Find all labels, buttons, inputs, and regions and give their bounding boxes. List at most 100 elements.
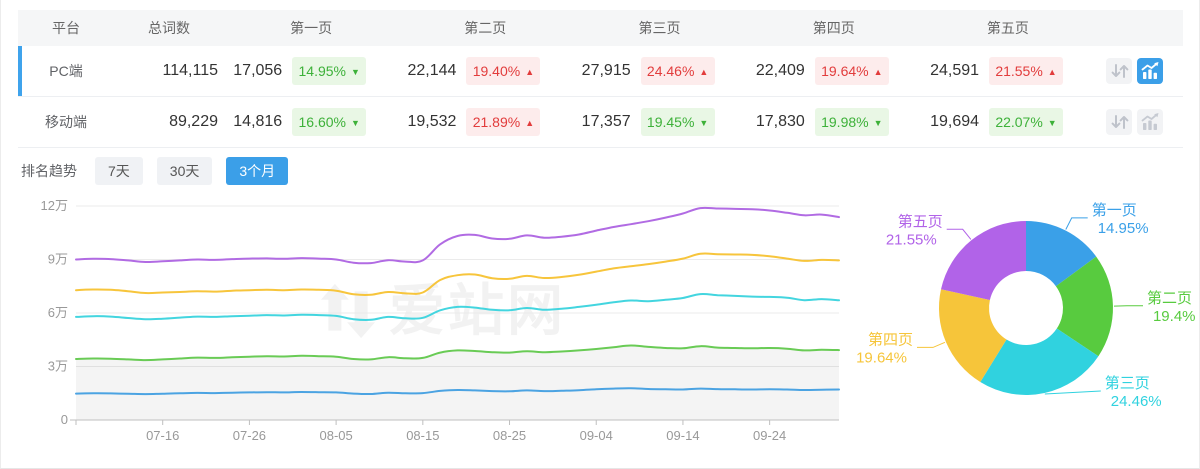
platform-name: PC端 bbox=[49, 63, 83, 79]
change-percent: 21.89% bbox=[472, 114, 521, 130]
change-percent: 24.46% bbox=[646, 63, 695, 79]
page-word-count: 17,830 bbox=[755, 113, 805, 130]
column-header: 第四页 bbox=[812, 20, 855, 36]
change-percent: 19.64% bbox=[821, 63, 869, 79]
donut-percent-第三页: 24.46% bbox=[1111, 393, 1162, 410]
change-badge: 19.64% ▲ bbox=[814, 57, 889, 85]
platform-row[interactable]: 移动端 89,229 14,816 16.60% ▼ 19,532 21.89% ▲ 17,35… bbox=[18, 97, 1183, 148]
bar-chart-icon bbox=[1141, 62, 1159, 79]
up-down-arrows-icon bbox=[1111, 64, 1129, 78]
svg-text:07-26: 07-26 bbox=[233, 428, 266, 443]
change-badge: 21.89% ▲ bbox=[466, 108, 541, 136]
donut-label-第四页: 第四页 bbox=[868, 330, 913, 348]
donut-slice-第四页 bbox=[938, 289, 1007, 382]
trend-line-chart: 0 3万 6万 9万 12万 07-16 07-26 08-05 08-15 08-25 09-04… bbox=[41, 198, 840, 443]
arrow-down-icon: ▼ bbox=[699, 117, 709, 128]
column-header: 第三页 bbox=[638, 20, 681, 36]
platform-name: 移动端 bbox=[45, 114, 87, 130]
column-header: 第一页 bbox=[290, 20, 333, 36]
bar-chart-icon bbox=[1141, 113, 1159, 130]
trend-title: 排名趋势 bbox=[21, 163, 77, 179]
donut-slice-第五页 bbox=[941, 220, 1026, 300]
donut-percent-第五页: 21.55% bbox=[886, 231, 937, 248]
trend-tab-7天[interactable]: 7天 bbox=[95, 157, 143, 185]
svg-text:09-04: 09-04 bbox=[580, 428, 613, 443]
change-percent: 16.60% bbox=[298, 114, 346, 130]
page-word-count: 19,532 bbox=[407, 113, 457, 130]
trend-chart-button[interactable] bbox=[1137, 109, 1164, 135]
page-rank-cell: 17,357 19.45% ▼ bbox=[572, 108, 746, 136]
arrow-down-icon: ▼ bbox=[873, 117, 883, 128]
page-rank-cell: 17,056 14.95% ▼ bbox=[224, 57, 398, 85]
page-rank-cell: 27,915 24.46% ▲ bbox=[572, 57, 746, 85]
svg-text:08-25: 08-25 bbox=[493, 428, 526, 443]
page-word-count: 24,591 bbox=[930, 62, 980, 79]
trend-chart-button[interactable] bbox=[1137, 58, 1164, 84]
change-percent: 19.40% bbox=[472, 63, 521, 79]
page-word-count: 27,915 bbox=[581, 62, 631, 79]
change-percent: 19.45% bbox=[646, 114, 695, 130]
page-rank-cell: 17,830 19.98% ▼ bbox=[747, 108, 921, 136]
change-badge: 21.55% ▲ bbox=[989, 57, 1064, 85]
page-rank-cell: 19,532 21.89% ▲ bbox=[398, 108, 572, 136]
arrow-down-icon: ▼ bbox=[350, 117, 360, 128]
change-percent: 22.07% bbox=[995, 114, 1043, 130]
row-actions bbox=[1095, 109, 1183, 135]
change-badge: 19.45% ▼ bbox=[640, 108, 715, 136]
svg-text:3万: 3万 bbox=[48, 359, 68, 374]
page-rank-cell: 14,816 16.60% ▼ bbox=[224, 108, 398, 136]
arrow-up-icon: ▲ bbox=[699, 66, 709, 77]
svg-text:09-14: 09-14 bbox=[666, 428, 699, 443]
page-word-count: 19,694 bbox=[930, 113, 980, 130]
change-badge: 14.95% ▼ bbox=[292, 57, 367, 85]
trend-tab-3个月[interactable]: 3个月 bbox=[226, 157, 289, 185]
column-header: 总词数 bbox=[148, 20, 190, 36]
change-badge: 24.46% ▲ bbox=[640, 57, 715, 85]
svg-text:9万: 9万 bbox=[48, 252, 68, 267]
page-word-count: 17,056 bbox=[233, 62, 283, 79]
change-badge: 22.07% ▼ bbox=[989, 108, 1064, 136]
donut-percent-第二页: 19.4% bbox=[1153, 308, 1196, 325]
selected-row-accent bbox=[18, 46, 22, 96]
row-actions bbox=[1095, 58, 1183, 84]
svg-text:12万: 12万 bbox=[41, 198, 68, 213]
svg-text:08-15: 08-15 bbox=[406, 428, 439, 443]
arrow-down-icon: ▼ bbox=[350, 66, 360, 77]
trend-tab-30天[interactable]: 30天 bbox=[156, 157, 213, 185]
page-rank-cell: 22,409 19.64% ▲ bbox=[747, 57, 921, 85]
arrow-down-icon: ▼ bbox=[1047, 117, 1057, 128]
svg-text:08-05: 08-05 bbox=[319, 428, 352, 443]
donut-label-第三页: 第三页 bbox=[1105, 374, 1150, 392]
donut-slice-第三页 bbox=[980, 328, 1099, 395]
table-header-row: 平台 总词数 第一页 第二页 第三页 第四页 第五页 bbox=[18, 10, 1183, 46]
donut-slice-第二页 bbox=[1055, 256, 1113, 357]
change-badge: 16.60% ▼ bbox=[292, 108, 367, 136]
arrow-up-icon: ▲ bbox=[525, 66, 535, 77]
trend-tabs: 7天 30天 3个月 bbox=[95, 157, 302, 185]
page-rank-cell: 24,591 21.55% ▲ bbox=[921, 57, 1095, 85]
change-percent: 19.98% bbox=[821, 114, 869, 130]
donut-slice-第一页 bbox=[1026, 221, 1097, 287]
svg-text:0: 0 bbox=[61, 412, 68, 427]
total-words-value: 89,229 bbox=[169, 113, 218, 130]
sort-button[interactable] bbox=[1106, 58, 1133, 84]
donut-percent-第四页: 19.64% bbox=[856, 349, 907, 366]
arrow-up-icon: ▲ bbox=[525, 117, 535, 128]
donut-label-第五页: 第五页 bbox=[898, 212, 943, 230]
svg-text:6万: 6万 bbox=[48, 305, 68, 320]
page-word-count: 22,409 bbox=[755, 62, 805, 79]
change-percent: 21.55% bbox=[995, 63, 1043, 79]
donut-label-第一页: 第一页 bbox=[1092, 201, 1137, 219]
page-word-count: 14,816 bbox=[233, 113, 283, 130]
platform-row[interactable]: PC端 114,115 17,056 14.95% ▼ 22,144 19.40% ▲ 27,9… bbox=[18, 46, 1183, 97]
svg-text:09-24: 09-24 bbox=[753, 428, 786, 443]
sort-button[interactable] bbox=[1106, 109, 1133, 135]
page-rank-cell: 22,144 19.40% ▲ bbox=[398, 57, 572, 85]
column-header: 第五页 bbox=[986, 20, 1029, 36]
change-percent: 14.95% bbox=[298, 63, 346, 79]
arrow-up-icon: ▲ bbox=[873, 66, 883, 77]
column-header: 平台 bbox=[52, 20, 80, 36]
column-header: 第二页 bbox=[464, 20, 507, 36]
